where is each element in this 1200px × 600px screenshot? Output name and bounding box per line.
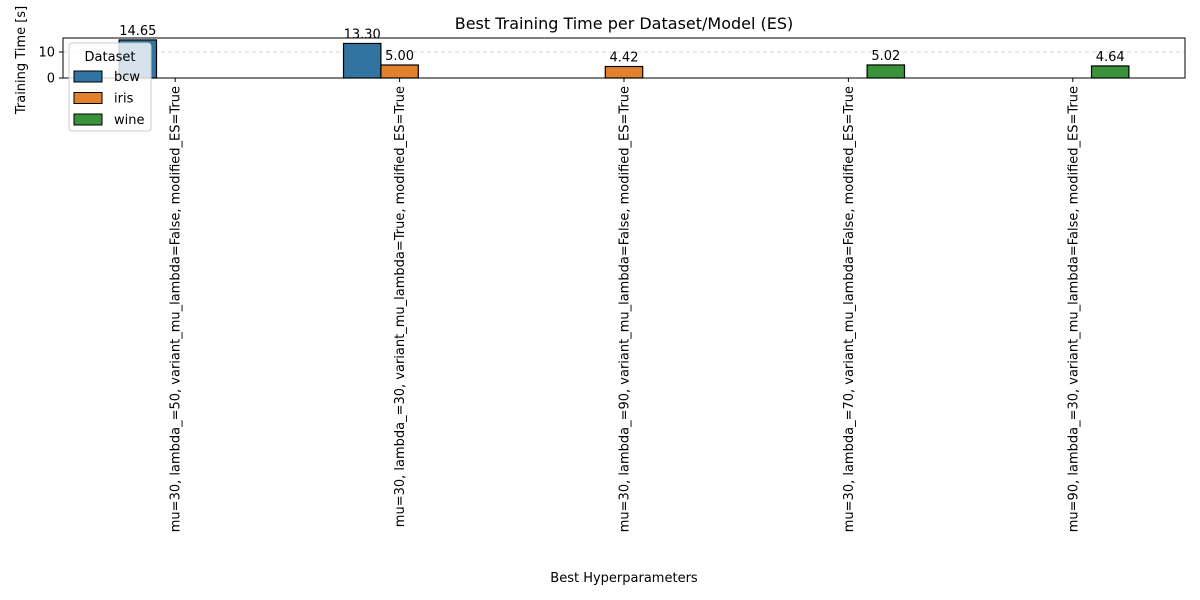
bar-iris-2: [604, 65, 644, 79]
legend-swatch-bcw: [73, 70, 103, 83]
data-label-5: 4.64: [1096, 50, 1125, 65]
chart-title: Best Training Time per Dataset/Model (ES…: [455, 14, 794, 33]
legend-label-wine: wine: [114, 113, 144, 128]
x-tick-label-3: mu=30, lambda_=70, variant_mu_lambda=Fal…: [842, 86, 857, 532]
bar-bcw-1: [342, 42, 382, 79]
legend-swatch-iris: [73, 92, 103, 104]
bar-iris-1: [380, 64, 419, 79]
x-tick-label-1: mu=30, lambda_=30, variant_mu_lambda=Tru…: [393, 86, 408, 527]
y-tick-label-1: 10: [38, 46, 55, 61]
axes-layer: [59, 37, 1186, 82]
x-tick-label-0: mu=30, lambda_=50, variant_mu_lambda=Fal…: [169, 86, 184, 532]
y-axis-label: Training Time [s]: [14, 6, 29, 115]
labels-layer: 14.65 13.30 5.00 4.42 5.02 4.64 0 10 mu=30, lamb…: [38, 24, 1124, 532]
legend: Dataset bcw iris wine: [68, 42, 152, 132]
legend-label-bcw: bcw: [114, 70, 140, 85]
bar-wine-3: [866, 64, 906, 79]
bar-wine-4: [1090, 65, 1130, 79]
data-label-4: 5.02: [871, 49, 900, 64]
x-tick-label-2: mu=30, lambda_=90, variant_mu_lambda=Fal…: [618, 86, 633, 532]
y-tick-label-0: 0: [47, 72, 55, 87]
legend-label-iris: iris: [114, 92, 134, 107]
legend-title: Dataset: [85, 50, 136, 65]
legend-box: [68, 42, 152, 132]
data-label-1: 13.30: [344, 27, 381, 42]
data-label-0: 14.65: [119, 24, 156, 39]
data-label-3: 4.42: [610, 51, 639, 66]
x-tick-label-4: mu=90, lambda_=30, variant_mu_lambda=Fal…: [1066, 86, 1081, 532]
data-label-2: 5.00: [385, 49, 414, 64]
x-axis-label: Best Hyperparameters: [550, 571, 698, 586]
legend-swatch-wine: [73, 113, 103, 126]
